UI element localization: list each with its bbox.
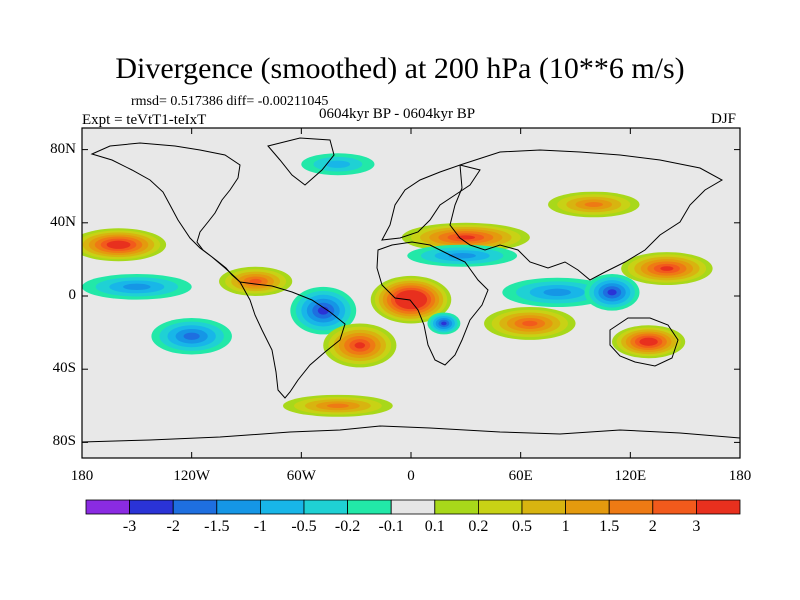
- colorbar-label: 0.1: [424, 518, 445, 535]
- colorbar-swatch: [85, 499, 130, 515]
- colorbar-label: 2: [648, 518, 657, 535]
- field-contour-south-atlantic-max: [354, 342, 366, 349]
- coastline-north-america: [90, 142, 241, 283]
- colorbar-swatch: [303, 499, 348, 515]
- coastlines: [82, 137, 740, 443]
- colorbar-label: -3: [122, 518, 137, 535]
- colorbar-label: 1.5: [599, 518, 620, 535]
- colorbar-swatch: [696, 499, 741, 515]
- field-contour-indian-ocean-max: [522, 320, 538, 327]
- coastline-south-america: [239, 281, 346, 399]
- y-tick-label: 40N: [50, 213, 76, 230]
- map-title: Divergence (smoothed) at 200 hPa (10**6 …: [115, 52, 685, 85]
- y-tick-label: 80N: [50, 140, 76, 157]
- colorbar-label: 0.2: [468, 518, 489, 535]
- field-contour-southern-ocean-max: [326, 403, 349, 408]
- colorbar-swatch: [172, 499, 218, 515]
- x-tick-label: 120W: [173, 468, 210, 484]
- field-contour-west-pacific-max: [660, 266, 674, 271]
- colorbar-label: 0.5: [512, 518, 532, 535]
- colorbar-swatch: [390, 499, 436, 515]
- field-contour-indian-ocean-min: [543, 288, 571, 296]
- field-contour-south-pacific-min: [183, 332, 200, 340]
- colorbar-swatch: [565, 499, 610, 515]
- colorbar-swatch: [347, 499, 392, 515]
- x-tick-label: 60E: [508, 468, 533, 484]
- field-contour-central-pacific-min: [123, 283, 151, 291]
- colorbar-label: -0.1: [378, 518, 404, 535]
- field-contour-arctic-min: [325, 160, 351, 168]
- coastline-africa: [376, 241, 489, 366]
- x-tick-label: 60W: [286, 468, 316, 484]
- field-contour-australia-max: [644, 339, 654, 344]
- colorbar-label: -1: [253, 518, 268, 535]
- colorbar-swatch: [434, 499, 479, 515]
- period-text: 0604kyr BP - 0604kyr BP: [319, 106, 476, 122]
- field-contour-east-pacific-max: [249, 278, 262, 284]
- colorbar-swatch: [129, 499, 174, 515]
- stats-text: rmsd= 0.517386 diff= -0.00211045: [131, 94, 329, 109]
- colorbar: [85, 499, 741, 515]
- x-tick-label: 180: [728, 468, 752, 484]
- axis-ticks: [81, 128, 741, 458]
- y-tick-label: 80S: [52, 433, 76, 450]
- x-tick-label: 0: [407, 468, 415, 484]
- coastline-asia: [449, 149, 724, 281]
- colorbar-swatch: [521, 499, 566, 515]
- colorbar-label: -0.2: [334, 518, 361, 535]
- field-contour-equatorial-africa-max: [406, 297, 416, 303]
- colorbar-label: -2: [166, 518, 180, 535]
- season-text: DJF: [711, 111, 737, 127]
- field-contour-north-asia-max: [584, 201, 603, 208]
- colorbar-swatch: [477, 499, 523, 515]
- colorbar-swatch: [259, 499, 305, 515]
- coastline-antarctica: [82, 425, 740, 443]
- colorbar-label: 1: [561, 518, 570, 535]
- coastline-greenland: [267, 137, 335, 186]
- colorbar-label: -0.5: [291, 518, 317, 535]
- y-tick-label: 40S: [52, 360, 76, 377]
- colorbar-label: -1.5: [204, 518, 230, 535]
- field-contour-south-america-min: [317, 306, 329, 315]
- x-tick-label: 120E: [614, 468, 647, 484]
- field-contour-southern-africa-min: [441, 321, 447, 326]
- y-tick-label: 0: [68, 287, 77, 303]
- experiment-text: Expt = teVtT1-teIxT: [82, 112, 207, 128]
- coastline-australia: [609, 317, 679, 367]
- x-tick-label: 180: [70, 468, 94, 484]
- colorbar-swatch: [216, 499, 261, 515]
- field-contour-subtropical-north-pacific-max: [112, 242, 125, 247]
- divergence-field: [82, 153, 713, 417]
- colorbar-swatch: [608, 499, 654, 515]
- colorbar-swatch: [652, 499, 697, 515]
- field-contour-maritime-continent-min: [607, 289, 617, 296]
- colorbar-label: 3: [692, 518, 701, 535]
- coastline-europe: [381, 164, 481, 241]
